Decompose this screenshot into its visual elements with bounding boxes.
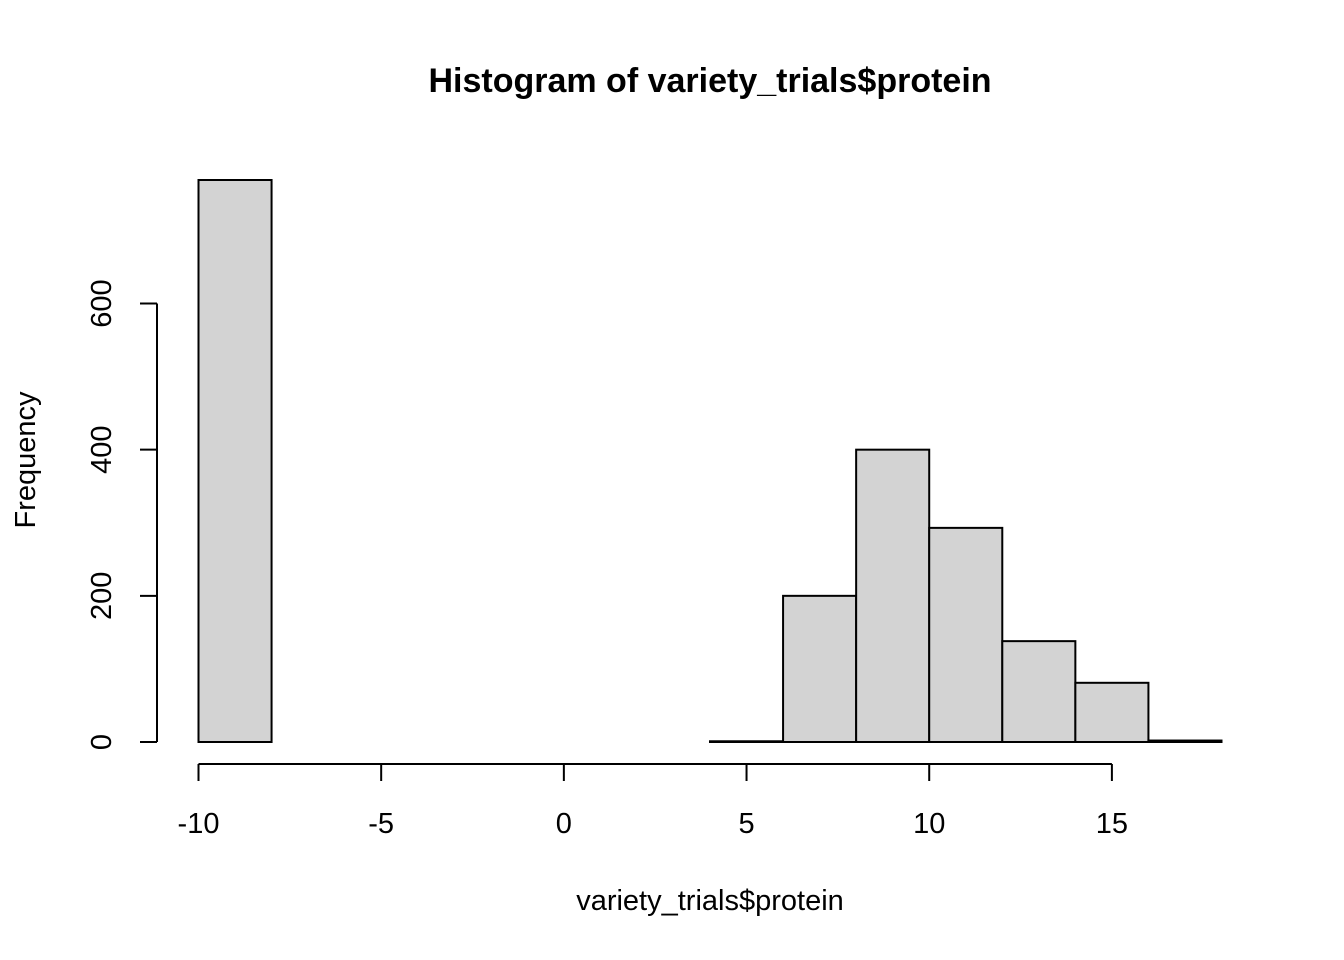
x-tick-label: 15 [1096, 808, 1128, 840]
y-tick-label: 0 [86, 734, 118, 750]
x-tick-label: -5 [368, 808, 394, 840]
y-tick-label: 400 [86, 425, 118, 473]
chart-title: Histogram of variety_trials$protein [428, 62, 991, 100]
x-tick-label: -10 [178, 808, 220, 840]
histogram-bar [928, 526, 1004, 743]
histogram-bar [197, 179, 273, 743]
x-tick-label: 5 [738, 808, 754, 840]
bars-group [197, 179, 1223, 744]
histogram-bar [1074, 681, 1150, 744]
histogram-bar [1001, 640, 1077, 744]
y-tick-label: 600 [86, 279, 118, 327]
histogram-bar [1147, 739, 1223, 744]
histogram-bar [709, 740, 785, 743]
y-axis-label: Frequency [10, 391, 42, 529]
x-axis-label: variety_trials$protein [576, 885, 844, 917]
x-tick-label: 10 [913, 808, 945, 840]
histogram-bar [782, 594, 858, 743]
x-tick-label: 0 [556, 808, 572, 840]
y-tick-label: 200 [86, 572, 118, 620]
x-axis: -10 -5 0 5 10 15 [178, 763, 1128, 840]
histogram-bar [855, 448, 931, 743]
y-axis: 0 200 400 600 [86, 279, 158, 750]
